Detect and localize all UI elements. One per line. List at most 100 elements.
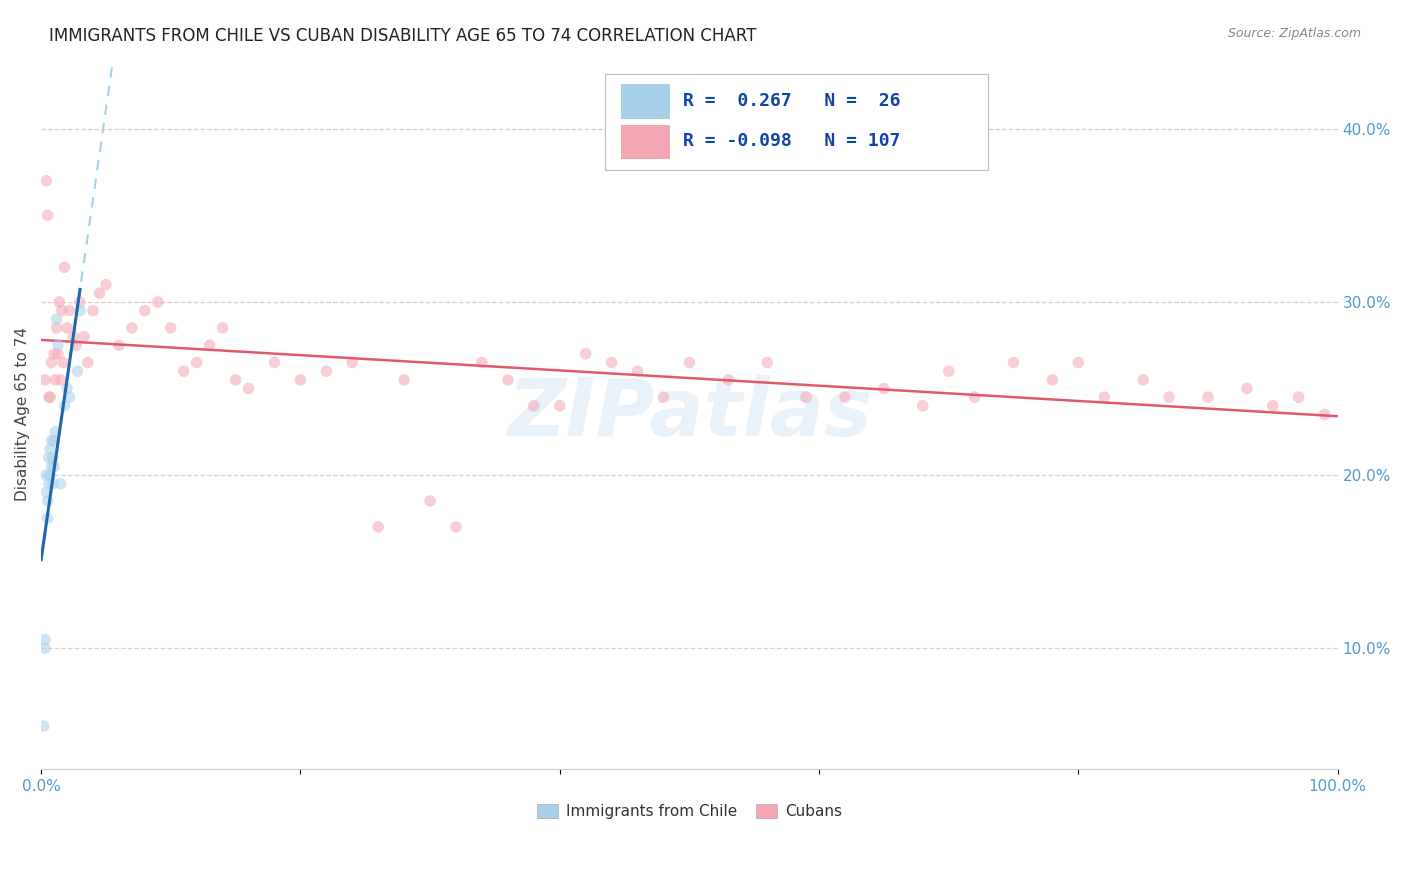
Text: R =  0.267   N =  26: R = 0.267 N = 26 [683,92,900,110]
Point [42,459,65,474]
Point [56,382,79,396]
Point [1132,373,1154,387]
Point [59,303,82,318]
Point [121,321,143,335]
Point [1067,355,1090,369]
Point [45,321,67,335]
Point [52,355,75,369]
FancyBboxPatch shape [605,74,987,169]
Point [134,303,156,318]
Point [42,347,65,361]
Point [39,468,62,483]
Point [48,294,70,309]
Point [44,425,66,439]
Point [1288,390,1310,404]
Point [392,373,415,387]
Point [42,450,65,465]
Point [82,303,104,318]
Point [65,338,87,352]
Point [367,520,389,534]
Bar [620,85,669,119]
Point [1236,382,1258,396]
Point [1002,355,1025,369]
Point [756,355,779,369]
Point [238,382,260,396]
Point [211,321,233,335]
Point [678,355,700,369]
Point [186,355,208,369]
Point [911,399,934,413]
Point [523,399,546,413]
Point [45,312,67,326]
Point [66,364,89,378]
Point [46,338,69,352]
Point [419,494,441,508]
Point [548,399,571,413]
Point [873,382,896,396]
Point [146,294,169,309]
Point [53,260,76,275]
Point [62,329,84,343]
Point [39,442,62,456]
Point [1159,390,1181,404]
Point [53,399,76,413]
Point [41,434,63,448]
Point [35,174,58,188]
Point [39,390,62,404]
Point [34,632,56,647]
Point [652,390,675,404]
Point [173,364,195,378]
Point [37,511,59,525]
Point [42,434,65,448]
Point [198,338,221,352]
Point [41,355,63,369]
Point [69,303,91,318]
Point [32,719,55,733]
Point [938,364,960,378]
Point [37,208,59,222]
Point [1042,373,1064,387]
Text: IMMIGRANTS FROM CHILE VS CUBAN DISABILITY AGE 65 TO 74 CORRELATION CHART: IMMIGRANTS FROM CHILE VS CUBAN DISABILIT… [49,27,756,45]
Point [42,476,65,491]
Point [94,277,117,292]
Point [38,390,60,404]
Point [51,303,73,318]
Point [49,476,72,491]
Point [263,355,285,369]
Point [37,494,59,508]
Point [1313,408,1336,422]
Point [56,321,79,335]
Point [315,364,337,378]
Point [626,364,648,378]
Point [159,321,181,335]
Point [35,485,58,500]
Point [69,294,91,309]
Bar [620,125,669,159]
Point [496,373,519,387]
Point [575,347,598,361]
Point [108,338,131,352]
Point [35,468,58,483]
Point [44,373,66,387]
Point [1197,390,1219,404]
Text: ZIPatlas: ZIPatlas [508,376,872,453]
Point [73,329,96,343]
Point [1092,390,1115,404]
Point [444,520,467,534]
Point [41,459,63,474]
Point [834,390,856,404]
Point [225,373,247,387]
Point [1261,399,1284,413]
Point [38,450,60,465]
Point [290,373,312,387]
Point [59,390,82,404]
Point [34,373,56,387]
Text: Source: ZipAtlas.com: Source: ZipAtlas.com [1227,27,1361,40]
Point [471,355,494,369]
Point [49,373,72,387]
Y-axis label: Disability Age 65 to 74: Disability Age 65 to 74 [15,327,30,501]
Point [963,390,986,404]
Text: R = -0.098   N = 107: R = -0.098 N = 107 [683,132,900,150]
Point [46,347,69,361]
Point [600,355,623,369]
